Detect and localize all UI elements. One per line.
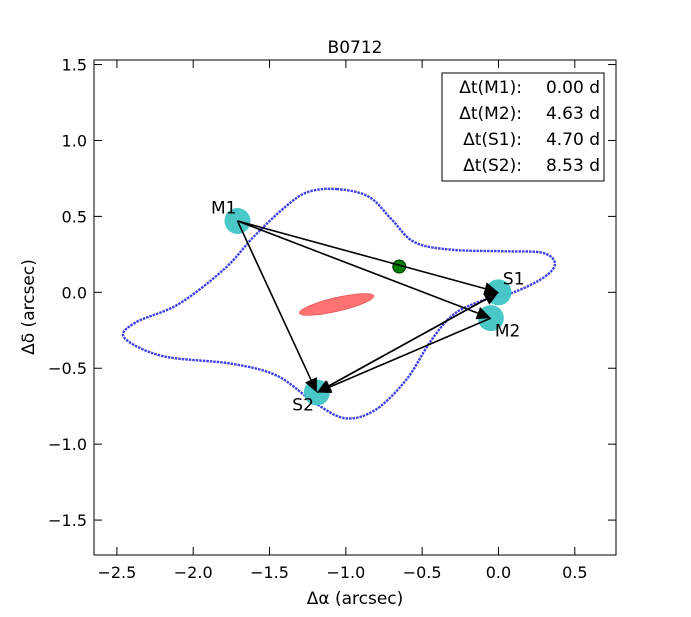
arrowhead-m1-m2	[475, 307, 491, 320]
image-label-m2: M2	[495, 321, 520, 341]
y-tick-label: 0.5	[62, 207, 87, 226]
x-tick-label: −0.5	[403, 563, 442, 582]
y-tick-label: −1.5	[48, 511, 87, 530]
lens-galaxy	[299, 293, 375, 316]
image-label-s2: S2	[292, 396, 314, 416]
axis-ticks: −2.5 −2.0 −1.5 −1.0 −0.5 0.0 0.5 −1.5 −1.0 −0.5 0.…	[48, 56, 616, 582]
y-tick-label: 1.0	[62, 131, 87, 150]
y-tick-label: −0.5	[48, 359, 87, 378]
arrow-m1-s1	[237, 220, 486, 290]
legend-value: 4.63 d	[546, 104, 600, 124]
legend-value: 4.70 d	[546, 130, 600, 150]
x-axis-label: Δα (arcsec)	[307, 589, 404, 609]
arrow-m1-s2	[236, 220, 312, 381]
legend-label: Δt(S1):	[463, 130, 522, 150]
arrow-m1-m2	[237, 220, 479, 314]
legend-label: Δt(M2):	[459, 104, 522, 124]
x-tick-label: −2.5	[97, 563, 136, 582]
plot-area: M1 S1 M2 S2	[121, 187, 557, 420]
time-delay-legend: Δt(M1): 0.00 d Δt(M2): 4.63 d Δt(S1): 4.70 d Δ…	[441, 72, 605, 182]
y-axis-label: Δδ (arcsec)	[19, 259, 39, 355]
arrow-s2-s1	[316, 298, 487, 394]
arrowhead-s2-s1	[483, 292, 499, 305]
x-tick-label: 0.0	[486, 563, 511, 582]
x-tick-label: 0.5	[562, 563, 587, 582]
chart-title: B0712	[328, 38, 383, 58]
x-tick-label: −1.0	[326, 563, 365, 582]
arrow-m2-s2	[329, 317, 492, 388]
y-tick-label: 1.5	[62, 56, 87, 75]
y-tick-label: −1.0	[48, 435, 87, 454]
legend-value: 8.53 d	[546, 156, 600, 176]
arrowhead-m1-s1	[483, 282, 499, 295]
legend-box	[441, 72, 605, 182]
y-tick-label: 0.0	[62, 283, 87, 302]
image-label-m1: M1	[211, 198, 236, 218]
image-label-s1: S1	[503, 270, 525, 290]
legend-label: Δt(S2):	[463, 156, 522, 176]
x-tick-label: −1.5	[250, 563, 289, 582]
axes-frame	[93, 59, 617, 556]
legend-value: 0.00 d	[546, 78, 600, 98]
x-tick-label: −2.0	[174, 563, 213, 582]
arrowhead-m1-s2	[305, 377, 317, 393]
critical-curve	[121, 187, 557, 420]
legend-label: Δt(M1):	[459, 78, 522, 98]
